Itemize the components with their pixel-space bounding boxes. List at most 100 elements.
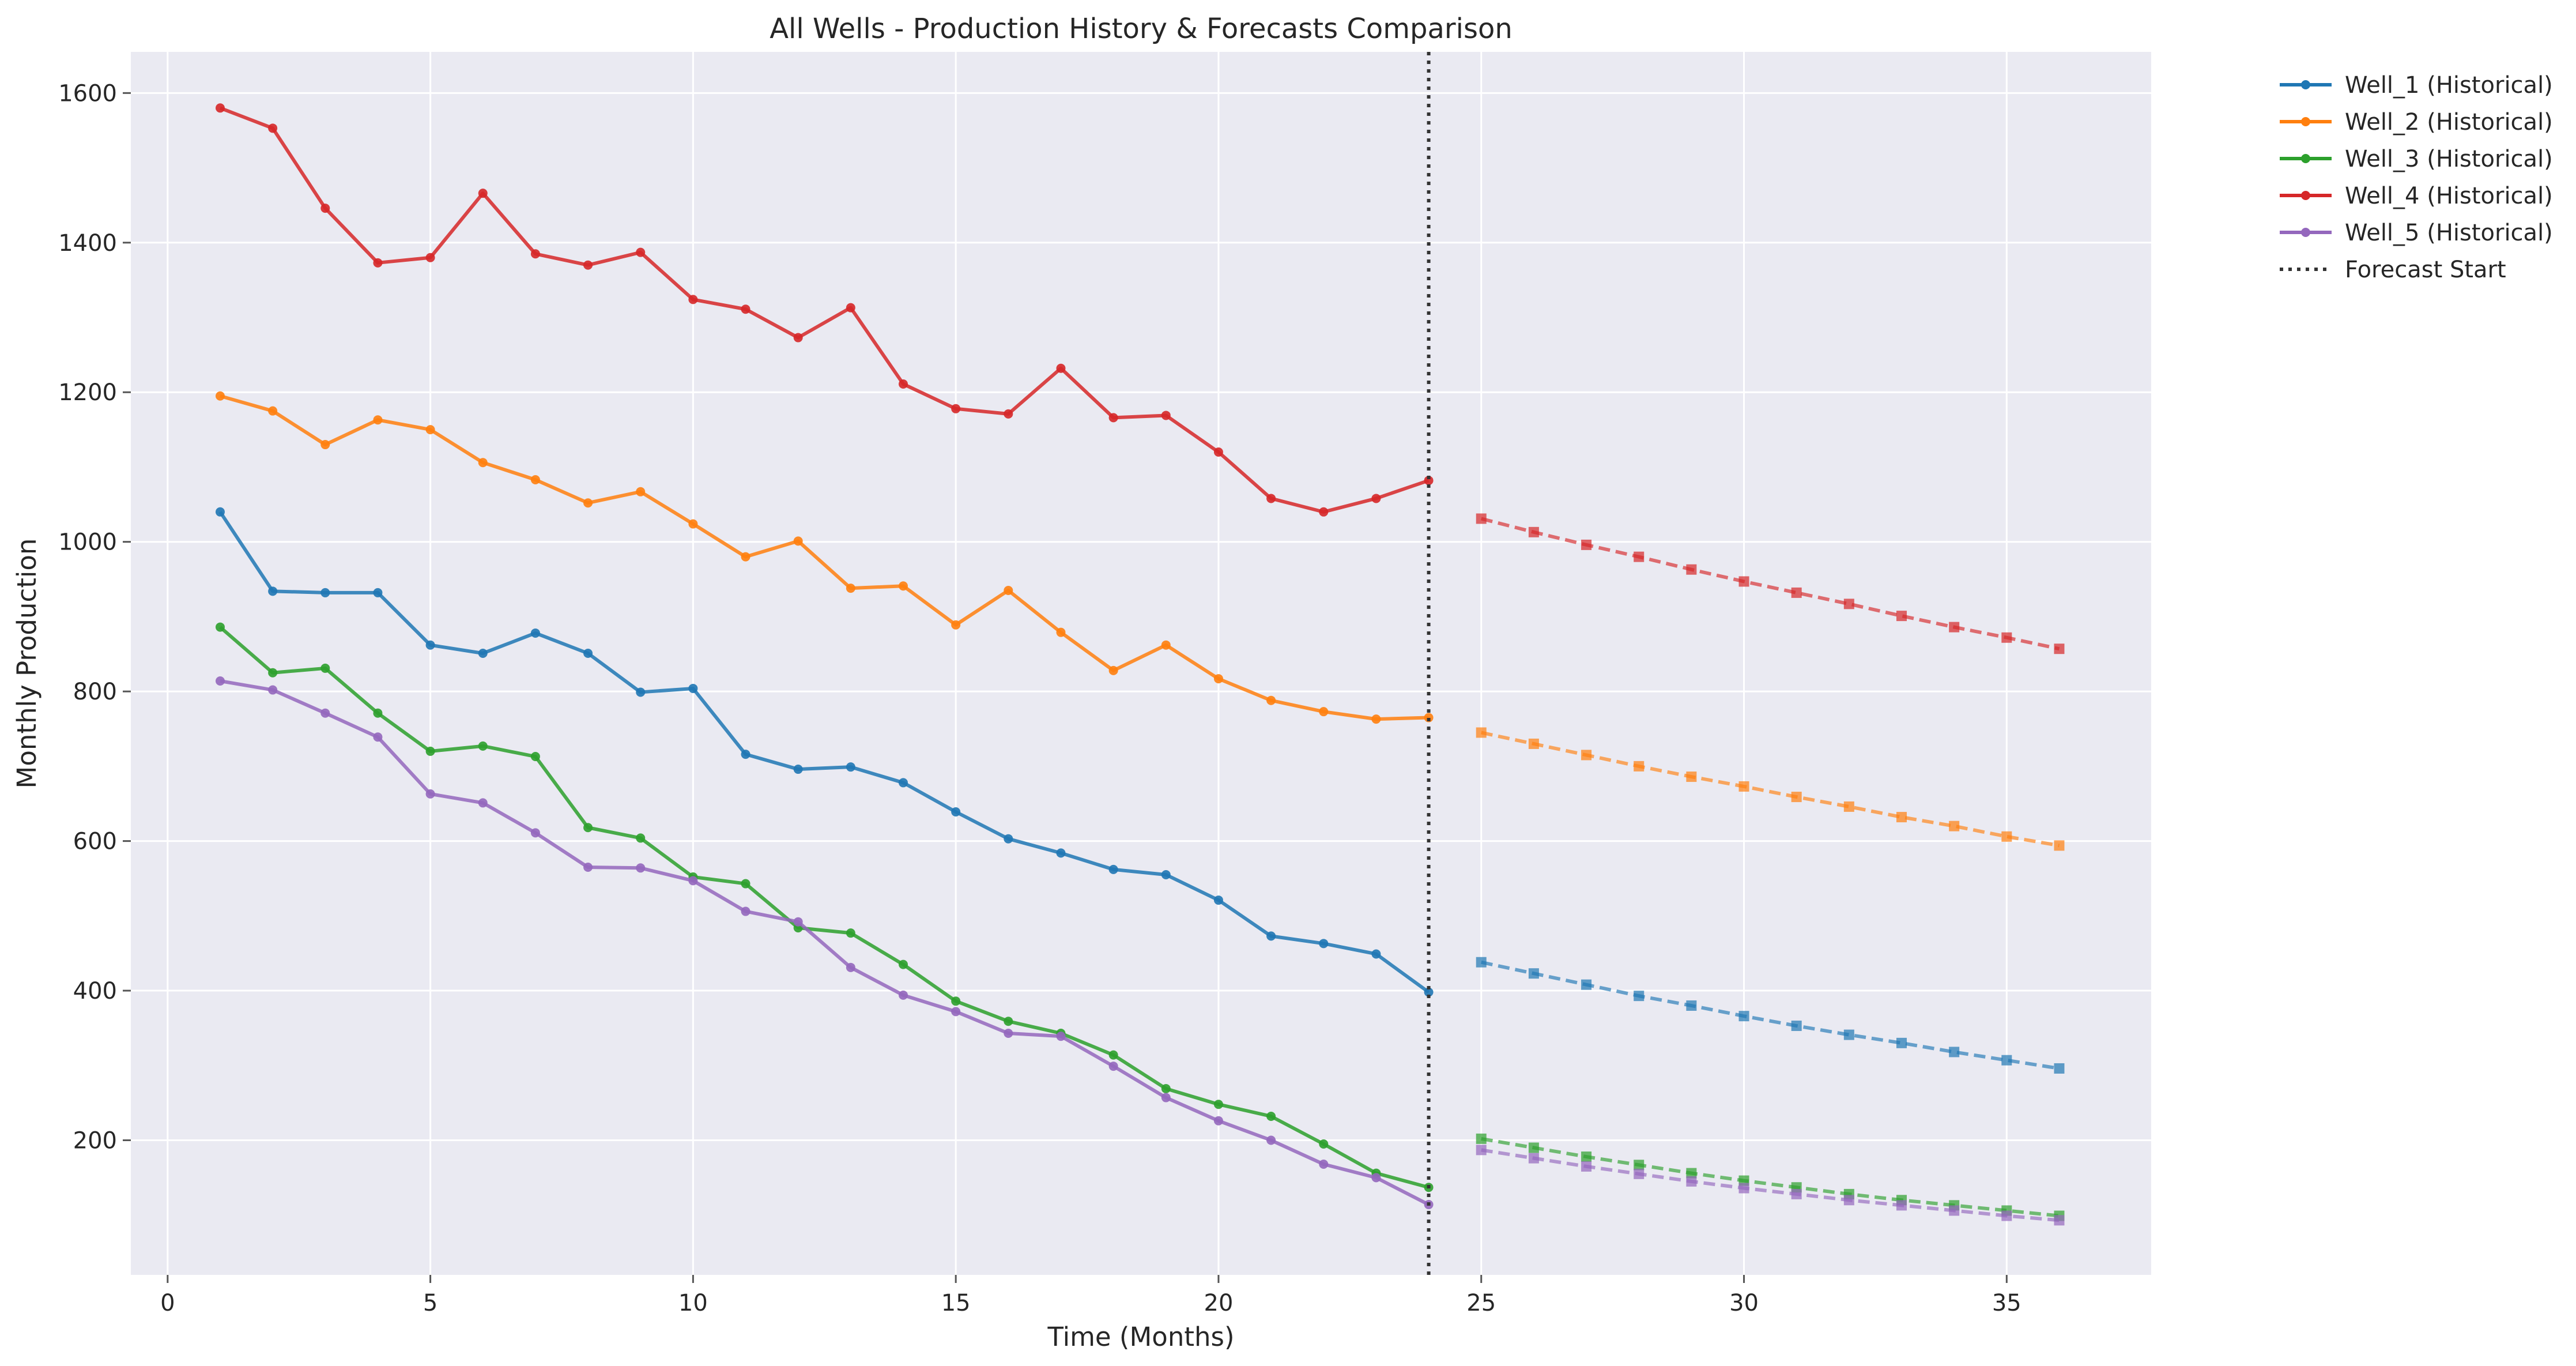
x-tick-label: 35 — [1992, 1290, 2021, 1316]
well-2-historical-point — [1213, 674, 1223, 684]
well-2-historical-point — [741, 552, 750, 562]
well-2-historical-point — [951, 620, 961, 630]
well-3-historical-point — [846, 928, 855, 938]
well-2-historical-point — [846, 584, 855, 593]
well-1-historical-point — [688, 683, 698, 693]
well-5-forecast-point — [1896, 1200, 1907, 1211]
legend-marker — [2301, 117, 2310, 126]
well-2-forecast-point — [1738, 781, 1749, 792]
well-5-historical-point — [268, 685, 278, 695]
well-3-historical-point — [636, 833, 646, 843]
well-4-historical-point — [899, 379, 908, 389]
well-4-historical-point — [1424, 476, 1434, 486]
well-5-forecast-point — [1581, 1161, 1592, 1172]
well-1-historical-point — [320, 588, 330, 597]
legend-label: Forecast Start — [2345, 257, 2506, 283]
well-2-historical-point — [320, 440, 330, 450]
well-4-historical-point — [1266, 494, 1276, 503]
well-4-historical-point — [1004, 409, 1013, 419]
legend-label: Well_2 (Historical) — [2345, 109, 2553, 136]
well-2-historical-line — [220, 394, 1429, 721]
well-1-historical-point — [1266, 931, 1276, 941]
well-2-historical-point — [530, 475, 540, 485]
well-5-forecast-point — [1949, 1205, 1960, 1216]
x-tick-label: 15 — [941, 1290, 971, 1316]
well-3-historical-point — [583, 823, 593, 833]
well-1-forecast-point — [1528, 968, 1539, 979]
well-5-forecast-point — [1476, 1145, 1487, 1156]
well-5-forecast-point — [1528, 1153, 1539, 1164]
well-4-forecast-point — [1476, 513, 1487, 524]
well-3-historical-point — [741, 879, 750, 889]
well-3-historical-point — [1108, 1050, 1118, 1060]
well-3-historical-point — [1319, 1139, 1329, 1149]
well-1-forecast-point — [2001, 1055, 2012, 1066]
well-1-historical-point — [1004, 834, 1013, 844]
well-1-historical-point — [1424, 987, 1434, 997]
well-4-forecast-point — [1843, 599, 1854, 609]
well-4-forecast-point — [1791, 587, 1802, 598]
well-5-forecast-point — [1791, 1188, 1802, 1199]
well-2-forecast-point — [1843, 801, 1854, 812]
chart-title: All Wells - Production History & Forecas… — [770, 13, 1513, 45]
well-2-forecast-line — [1481, 731, 2060, 848]
well-5-historical-point — [1108, 1062, 1118, 1071]
well-5-historical-point — [583, 863, 593, 872]
well-1-historical-point — [478, 648, 488, 658]
well-5-historical-point — [215, 676, 225, 686]
x-tick-label: 0 — [160, 1290, 175, 1316]
well-4-historical-point — [1213, 447, 1223, 457]
well-1-series — [215, 507, 2065, 1074]
well-1-historical-point — [583, 648, 593, 658]
well-3-historical-point — [215, 622, 225, 632]
well-5-historical-point — [899, 990, 908, 1000]
well-4-forecast-point — [1738, 576, 1749, 587]
legend-label: Well_3 (Historical) — [2345, 146, 2553, 172]
well-4-historical-point — [793, 333, 803, 343]
well-4-historical-point — [1319, 507, 1329, 517]
y-tick-label: 1200 — [58, 379, 117, 406]
legend-item-well-5: Well_5 (Historical) — [2280, 220, 2553, 246]
well-4-forecast-point — [1581, 539, 1592, 550]
well-3-historical-point — [478, 741, 488, 751]
well-5-historical-point — [1004, 1028, 1013, 1038]
well-2-historical-point — [425, 425, 435, 435]
well-4-forecast-point — [1896, 611, 1907, 622]
well-1-historical-point — [636, 687, 646, 697]
x-tick-label: 5 — [423, 1290, 437, 1316]
well-2-forecast-point — [1686, 772, 1697, 782]
well-5-forecast-point — [1843, 1195, 1854, 1206]
well-1-historical-point — [1056, 848, 1066, 858]
legend-marker — [2301, 191, 2310, 200]
well-2-historical-point — [1371, 714, 1381, 724]
well-1-forecast-point — [1634, 991, 1645, 1002]
well-5-historical-point — [425, 789, 435, 799]
legend-item-well-1: Well_1 (Historical) — [2280, 72, 2553, 99]
well-5-historical-point — [1161, 1093, 1171, 1102]
well-2-forecast-point — [1528, 738, 1539, 749]
well-1-historical-point — [530, 628, 540, 638]
legend-item-well-4: Well_4 (Historical) — [2280, 183, 2553, 209]
series-group — [215, 52, 2065, 1275]
well-5-forecast-point — [1738, 1183, 1749, 1194]
well-1-historical-point — [793, 765, 803, 774]
well-2-historical-point — [688, 519, 698, 529]
well-5-historical-point — [741, 906, 750, 916]
well-2-forecast-point — [2054, 840, 2065, 851]
well-1-forecast-point — [1738, 1011, 1749, 1022]
legend-item-well-3: Well_3 (Historical) — [2280, 146, 2553, 172]
well-4-historical-point — [215, 103, 225, 113]
well-3-historical-point — [320, 663, 330, 673]
well-2-historical-point — [268, 406, 278, 416]
well-1-historical-point — [899, 778, 908, 788]
well-2-historical-point — [1319, 707, 1329, 717]
well-3-forecast-point — [1581, 1151, 1592, 1162]
well-4-forecast-point — [1634, 551, 1645, 562]
well-3-historical-point — [268, 668, 278, 678]
well-2-historical-point — [1056, 627, 1066, 637]
legend-marker — [2301, 80, 2310, 89]
well-2-historical-point — [1108, 665, 1118, 675]
well-5-historical-point — [1319, 1160, 1329, 1169]
well-1-forecast-point — [1581, 979, 1592, 990]
